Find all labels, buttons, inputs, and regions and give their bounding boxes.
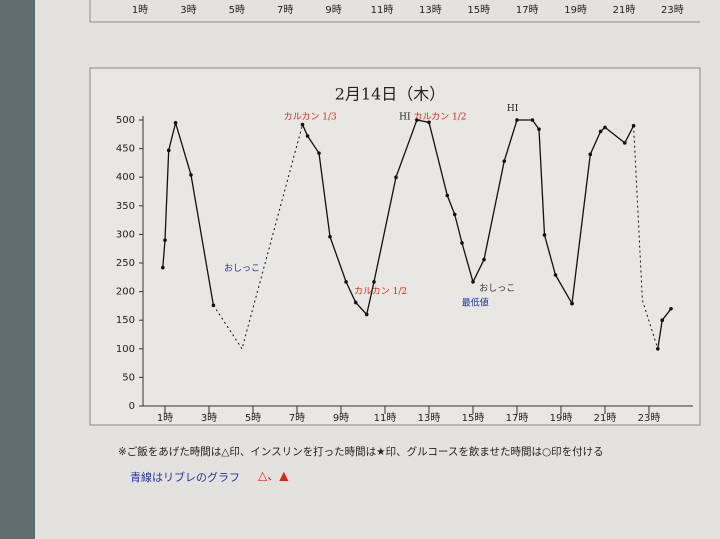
y-tick-label: 350 [116,201,135,212]
footnote: ※ご飯をあげた時間は△印、インスリンを打った時間は★印、グルコースを飲ませた時間… [118,445,604,458]
y-tick-label: 450 [116,144,135,155]
point [364,312,369,317]
point [588,152,593,157]
x-tick-label: 15時 [462,412,485,424]
point [482,257,486,262]
x-tick-label: 11時 [374,412,397,424]
x-tick-label: 17時 [506,412,529,424]
annotation: カルカン 1/2 [354,286,407,297]
y-tick-label: 250 [116,258,135,269]
point [427,120,431,125]
point [553,273,558,277]
x-tick-label: 23時 [638,412,661,424]
prev-x-label: 11時 [371,4,394,16]
x-tick-label: 21時 [594,412,617,424]
prev-x-label: 15時 [467,4,490,16]
plot: 1時 3時 5時 7時 9時 11時 13時 15時 17時 19時 21時 23時 0 50 100 150… [116,4,693,424]
prev-x-label: 21時 [613,4,636,16]
point [537,127,541,131]
prev-x-label: 19時 [564,4,587,16]
x-tick-label: 9時 [333,412,349,424]
prev-x-label: 3時 [180,4,196,16]
annotation: HI [399,113,411,123]
point [570,301,574,306]
y-tick-label: 150 [116,315,135,326]
point [530,118,535,122]
x-tick-label: 3時 [201,412,217,424]
prev-x-label: 23時 [661,4,684,16]
y-tick-label: 100 [116,344,135,355]
y-tick-label: 50 [122,372,135,383]
prev-x-label: 13時 [419,4,442,16]
x-tick-label: 5時 [245,412,261,424]
point [669,306,673,311]
annotation: カルカン 1/3 [284,112,337,123]
y-tick-label: 500 [116,115,135,126]
hand-marks: △、▲ [258,469,289,483]
annotation: 最低値 [462,297,489,309]
x-tick-label: 19時 [550,412,573,424]
point [452,212,457,217]
point [372,280,376,284]
prev-x-label: 17時 [516,4,539,16]
point [189,173,193,177]
point [173,121,178,125]
point [623,141,627,145]
prev-x-label: 7時 [277,4,293,16]
point [660,318,664,323]
x-tick-label: 1時 [157,412,173,424]
point [305,134,310,138]
point [415,118,419,122]
point [300,122,305,127]
annotation: HI [507,104,519,114]
annotation: おしっこ [479,283,515,294]
point [344,280,348,284]
point [328,234,332,239]
y-tick-label: 300 [116,229,135,240]
annotation: おしっこ [224,263,260,274]
prev-x-label: 9時 [325,4,341,16]
point [471,280,475,284]
point [166,148,171,153]
hand-note: 青線はリブレのグラフ [130,470,240,484]
x-tick-label: 13時 [418,412,441,424]
point [317,151,321,155]
point [502,159,507,163]
point [161,265,165,270]
point [394,175,398,179]
x-tick-label: 7時 [289,412,305,424]
prev-x-label: 1時 [132,4,148,16]
y-tick-label: 200 [116,287,135,298]
glucose-line [212,124,659,351]
point [603,125,607,130]
prev-x-label: 5時 [229,4,245,16]
point [598,129,603,134]
point [445,193,450,198]
chart-title: 2月14日（木） [335,85,446,104]
point [460,241,464,245]
chart-frame [89,67,701,426]
annotation: カルカン 1/2 [413,112,466,123]
y-tick-label: 0 [129,401,135,412]
point [353,300,358,305]
point [163,238,167,242]
y-tick-label: 400 [116,172,135,183]
point [542,233,547,237]
point [515,118,519,122]
